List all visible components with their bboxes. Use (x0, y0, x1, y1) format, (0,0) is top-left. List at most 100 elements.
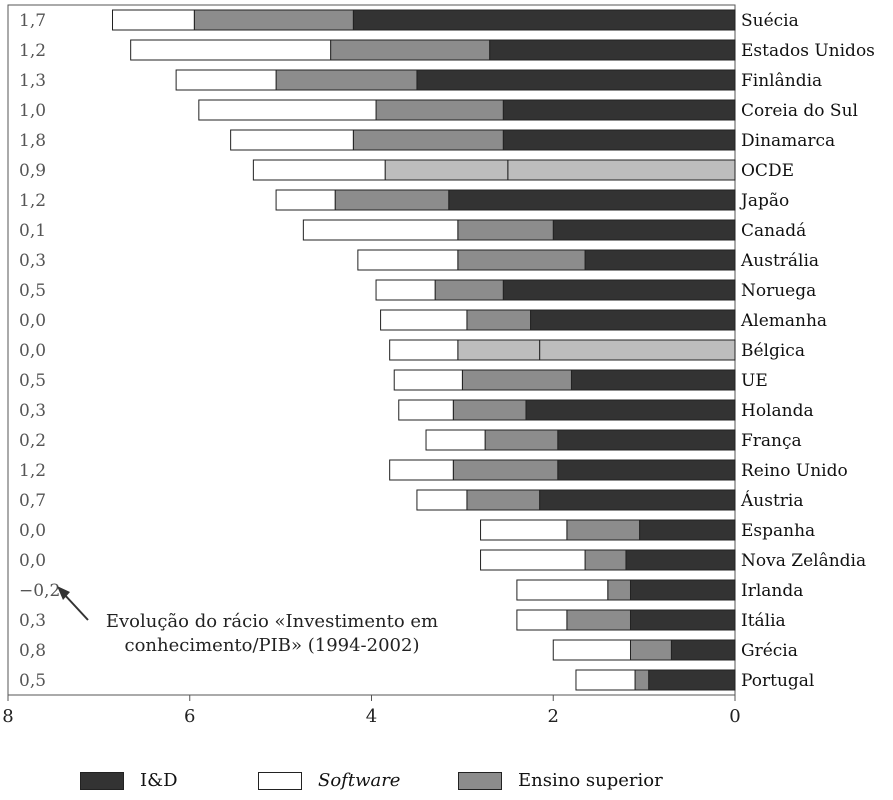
bar-i-d (530, 309, 736, 331)
category-label: Suécia (741, 11, 799, 31)
bar-software (252, 159, 386, 181)
category-label: Portugal (741, 671, 814, 691)
bar-software (357, 249, 459, 271)
bar-software (480, 549, 586, 571)
growth-value-label: 0,8 (19, 641, 46, 661)
bar-software (130, 39, 332, 61)
bar-software (380, 309, 468, 331)
growth-value-label: 0,3 (19, 251, 46, 271)
bar-software (552, 639, 631, 661)
bar-software (425, 429, 486, 451)
category-label: Alemanha (740, 311, 827, 331)
bar-ensino-superior (457, 219, 554, 241)
bar-ensino-superior (330, 39, 491, 61)
growth-value-label: −0,2 (19, 581, 60, 601)
category-label: Espanha (741, 521, 815, 541)
growth-value-label: 0,9 (19, 161, 46, 181)
category-label: Canadá (741, 221, 806, 241)
bar-ensino-superior (334, 189, 450, 211)
bar-i-d (557, 459, 736, 481)
category-label: Dinamarca (741, 131, 835, 151)
bar-i-d (570, 369, 736, 391)
bar-software (230, 129, 354, 151)
bar-i-d (648, 669, 736, 691)
bar-software (416, 489, 468, 511)
bar-ensino-superior (384, 159, 509, 181)
legend-label-id: I&D (140, 770, 178, 791)
growth-value-label: 0,0 (19, 551, 46, 571)
bar-ensino-superior (457, 249, 586, 271)
bar-i-d (539, 489, 736, 511)
bar-ensino-superior (607, 579, 631, 601)
bar-ensino-superior (466, 309, 532, 331)
bar-i-d (507, 159, 736, 181)
x-tick-label: 4 (366, 706, 377, 727)
bar-i-d (629, 579, 736, 601)
bar-ensino-superior (484, 429, 559, 451)
bar-i-d (625, 549, 736, 571)
bar-software (398, 399, 454, 421)
bar-software (275, 189, 336, 211)
growth-value-label: 0,0 (19, 521, 46, 541)
bar-i-d (525, 399, 736, 421)
category-label: Coreia do Sul (741, 101, 858, 121)
bar-software (375, 279, 436, 301)
category-label: Japão (739, 191, 789, 211)
chart-svg: 8 6 4 2 0 Suécia 1,7 Estados Unidos 1,2 Finlândia… (2, 4, 875, 727)
bar-software (516, 579, 609, 601)
bar-i-d (629, 609, 736, 631)
annotation-arrow-head (57, 586, 70, 600)
category-label: Áustria (740, 490, 803, 511)
bar-ensino-superior (275, 69, 418, 91)
bar-ensino-superior (434, 279, 504, 301)
category-label: Holanda (741, 401, 814, 421)
bar-software (175, 69, 277, 91)
growth-value-label: 0,5 (19, 371, 46, 391)
category-label: Austrália (740, 251, 819, 271)
bar-ensino-superior (629, 639, 672, 661)
category-label: Finlândia (741, 71, 822, 91)
bar-ensino-superior (352, 129, 504, 151)
growth-value-label: 0,3 (19, 401, 46, 421)
bar-software (302, 219, 459, 241)
bar-ensino-superior (466, 489, 541, 511)
bar-software (516, 609, 568, 631)
legend-item-software: Software (258, 770, 400, 791)
category-label: Estados Unidos (741, 41, 875, 61)
growth-value-label: 0,0 (19, 311, 46, 331)
annotation: Evolução do rácio «Investimento em conhe… (92, 610, 452, 658)
growth-value-label: 0,2 (19, 431, 46, 451)
annotation-line-1: Evolução do rácio «Investimento em (105, 611, 439, 632)
legend-swatch-software (258, 771, 302, 790)
legend: I&D Software Ensino superior (0, 770, 893, 800)
bar-i-d (502, 279, 736, 301)
bar-i-d (557, 429, 736, 451)
bar-ensino-superior (457, 339, 541, 361)
bar-ensino-superior (452, 459, 559, 481)
bar-ensino-superior (193, 9, 354, 31)
growth-value-label: 1,2 (19, 191, 46, 211)
bar-i-d (639, 519, 736, 541)
bar-i-d (502, 129, 736, 151)
growth-value-label: 0,1 (19, 221, 46, 241)
annotation-arrow-line (62, 592, 89, 621)
growth-value-label: 0,0 (19, 341, 46, 361)
bar-ensino-superior (461, 369, 572, 391)
bar-i-d (352, 9, 736, 31)
category-label: Reino Unido (741, 461, 848, 481)
bar-software (389, 339, 459, 361)
growth-value-label: 1,2 (19, 41, 46, 61)
growth-value-label: 0,7 (19, 491, 46, 511)
category-label: Noruega (741, 281, 816, 301)
category-label: Grécia (741, 641, 798, 661)
legend-item-id: I&D (80, 770, 178, 791)
growth-value-label: 0,5 (19, 281, 46, 301)
growth-value-label: 1,2 (19, 461, 46, 481)
bar-i-d (489, 39, 736, 61)
legend-swatch-id (80, 771, 124, 790)
x-tick-label: 8 (2, 706, 13, 727)
growth-value-label: 0,5 (19, 671, 46, 691)
category-label: França (741, 431, 802, 451)
bar-ensino-superior (452, 399, 527, 421)
bar-ensino-superior (584, 549, 627, 571)
